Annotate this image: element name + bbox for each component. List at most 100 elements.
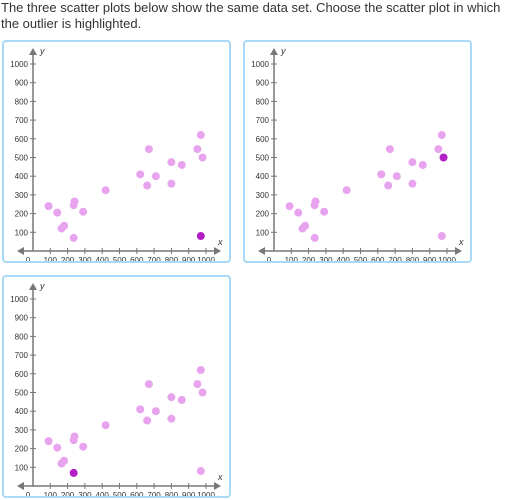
- x-tick-label: 400: [337, 256, 351, 261]
- x-tick-label: 700: [147, 491, 161, 496]
- y-tick-label: 200: [15, 445, 29, 454]
- x-tick-label: 200: [61, 256, 75, 261]
- x-axis-label: x: [458, 237, 464, 247]
- data-point: [60, 221, 69, 230]
- y-tick-label: 1000: [10, 60, 28, 69]
- x-tick-label: 200: [302, 256, 316, 261]
- y-axis-label: y: [280, 46, 286, 56]
- scatter-plot-2: 0 100 200 300 400 500 600 700 800 900 100010020030…: [251, 46, 464, 261]
- x-tick-label: 200: [61, 491, 75, 496]
- highlighted-point: [69, 468, 78, 477]
- data-point: [151, 407, 160, 416]
- data-point: [320, 207, 329, 216]
- data-point: [434, 145, 443, 154]
- data-point: [408, 158, 417, 167]
- x-tick-label: 400: [96, 491, 110, 496]
- x-tick-label: 300: [78, 256, 92, 261]
- y-tick-label: 1000: [10, 295, 28, 304]
- y-tick-label: 500: [256, 154, 270, 163]
- y-tick-label: 300: [15, 426, 29, 435]
- data-point: [70, 432, 79, 441]
- data-point: [167, 158, 176, 167]
- data-point: [144, 380, 153, 389]
- x-tick-label: 900: [182, 491, 196, 496]
- data-point: [151, 172, 160, 181]
- x-tick-label: 600: [130, 256, 144, 261]
- x-axis-right-arrow: [214, 247, 221, 255]
- y-tick-label: 600: [15, 370, 29, 379]
- data-point: [418, 160, 427, 169]
- x-tick-label: 600: [130, 491, 144, 496]
- y-tick-label: 1000: [251, 60, 269, 69]
- data-point: [377, 170, 386, 179]
- y-tick-label: 900: [15, 79, 29, 88]
- x-tick-label: 800: [165, 491, 179, 496]
- y-tick-label: 900: [256, 79, 270, 88]
- x-tick-label: 100: [44, 256, 58, 261]
- answer-option-3[interactable]: 0 100 200 300 400 500 600 700 800 900 1000 100 200 30…: [2, 275, 231, 498]
- data-point: [385, 145, 394, 154]
- x-tick-label: 500: [354, 256, 368, 261]
- y-tick-label: 200: [256, 210, 270, 219]
- y-tick-label: 800: [256, 97, 270, 106]
- x-tick-label: 800: [165, 256, 179, 261]
- y-axis-arrow: [270, 48, 278, 55]
- x-tick-label: 600: [371, 256, 385, 261]
- x-tick-label: 1000: [197, 256, 215, 261]
- data-point: [392, 172, 401, 181]
- x-tick-label: 300: [78, 491, 92, 496]
- data-point: [167, 393, 176, 402]
- x-tick-label: 500: [113, 256, 127, 261]
- data-point: [193, 380, 202, 389]
- data-point: [196, 467, 205, 476]
- data-point: [53, 443, 62, 452]
- x-tick-label: 700: [388, 256, 402, 261]
- x-tick-label: 500: [113, 491, 127, 496]
- data-point: [310, 233, 319, 242]
- x-axis-right-arrow: [214, 482, 221, 490]
- data-point: [79, 207, 88, 216]
- y-tick-label: 100: [15, 463, 29, 472]
- y-axis-arrow: [29, 283, 37, 290]
- data-point: [79, 442, 88, 451]
- x-axis-left-arrow: [17, 482, 24, 490]
- y-tick-label: 700: [15, 116, 29, 125]
- y-tick-label: 800: [15, 332, 29, 341]
- data-point: [437, 131, 446, 140]
- y-tick-label: 600: [15, 135, 29, 144]
- y-axis-arrow: [29, 48, 37, 55]
- x-axis-left-arrow: [258, 247, 265, 255]
- data-point: [44, 202, 53, 211]
- x-axis-label: x: [217, 472, 223, 482]
- data-point: [144, 145, 153, 154]
- x-tick-label: 800: [406, 256, 420, 261]
- x-axis-label: x: [217, 237, 223, 247]
- data-point: [196, 366, 205, 375]
- data-point: [285, 202, 294, 211]
- y-tick-label: 100: [256, 228, 270, 237]
- y-tick-label: 500: [15, 154, 29, 163]
- data-point: [143, 416, 152, 425]
- answer-option-2[interactable]: 0 100 200 300 400 500 600 700 800 900 1000 100 200 30…: [243, 40, 472, 263]
- scatter-plot-3: 0 100 200 300 400 500 600 700 800 900 100010020030…: [10, 281, 223, 496]
- y-tick-label: 300: [15, 191, 29, 200]
- data-point: [167, 179, 176, 188]
- data-point: [177, 160, 186, 169]
- data-point: [301, 221, 310, 230]
- x-tick-label: 900: [423, 256, 437, 261]
- data-point: [136, 170, 145, 179]
- data-point: [167, 414, 176, 423]
- data-point: [60, 456, 69, 465]
- x-tick-label: 100: [285, 256, 299, 261]
- y-tick-label: 600: [256, 135, 270, 144]
- x-tick-label: 0: [267, 256, 272, 261]
- answer-option-1[interactable]: 0 100 200 300 400 500 600 700 800 900 1000 100 200 30…: [2, 40, 231, 263]
- highlighted-point: [196, 232, 205, 241]
- data-point: [193, 145, 202, 154]
- x-axis-right-arrow: [455, 247, 462, 255]
- y-tick-label: 700: [256, 116, 270, 125]
- data-point: [198, 153, 207, 162]
- y-tick-label: 200: [15, 210, 29, 219]
- data-point: [69, 233, 78, 242]
- data-point: [53, 208, 62, 217]
